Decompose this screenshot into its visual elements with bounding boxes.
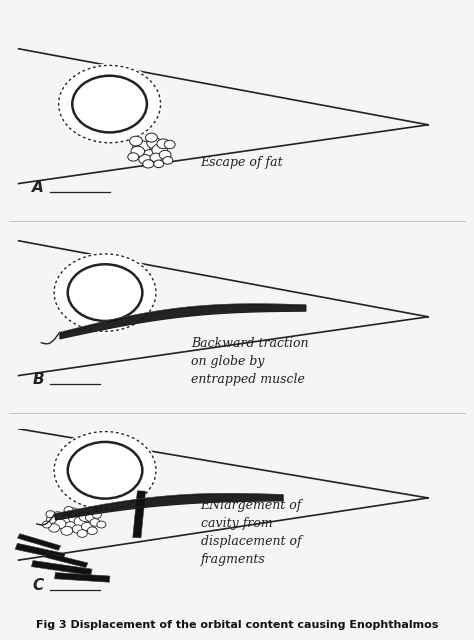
Circle shape [129, 136, 142, 146]
Circle shape [152, 144, 167, 156]
Circle shape [49, 524, 60, 532]
Circle shape [42, 521, 51, 528]
Polygon shape [18, 534, 61, 550]
Polygon shape [133, 491, 146, 538]
Circle shape [159, 150, 171, 159]
Circle shape [128, 153, 139, 161]
Circle shape [143, 150, 156, 160]
Circle shape [56, 515, 72, 526]
Circle shape [56, 63, 163, 145]
Circle shape [69, 513, 82, 524]
Polygon shape [45, 553, 88, 568]
Circle shape [164, 140, 175, 148]
Circle shape [157, 139, 170, 148]
Circle shape [53, 519, 66, 529]
Circle shape [52, 430, 158, 511]
Text: Fig 3 Displacement of the orbital content causing Enophthalmos: Fig 3 Displacement of the orbital conten… [36, 620, 438, 630]
Text: B: B [32, 372, 44, 387]
Circle shape [131, 146, 145, 157]
Circle shape [143, 160, 154, 168]
Circle shape [154, 160, 164, 168]
Circle shape [163, 157, 173, 164]
Polygon shape [31, 561, 92, 575]
Circle shape [79, 513, 91, 522]
Circle shape [61, 526, 73, 535]
Text: Escape of fat: Escape of fat [201, 156, 283, 170]
Circle shape [46, 511, 55, 518]
Circle shape [82, 522, 92, 531]
Polygon shape [15, 543, 65, 559]
Circle shape [87, 527, 97, 534]
Polygon shape [55, 573, 110, 582]
Circle shape [64, 522, 77, 531]
Circle shape [52, 512, 64, 521]
Circle shape [146, 133, 157, 142]
Circle shape [68, 508, 79, 516]
Circle shape [72, 525, 83, 533]
Circle shape [77, 530, 87, 538]
Circle shape [133, 141, 150, 154]
Circle shape [139, 154, 152, 164]
Circle shape [92, 511, 101, 518]
Text: ENlargement of
cavity from
displacement of
fragments: ENlargement of cavity from displacement … [201, 499, 302, 566]
Circle shape [97, 521, 106, 528]
Circle shape [150, 153, 162, 162]
Text: C: C [32, 577, 44, 593]
Circle shape [85, 514, 95, 522]
Text: Backward traction
on globe by
entrapped muscle: Backward traction on globe by entrapped … [191, 337, 309, 386]
Circle shape [90, 518, 100, 526]
Circle shape [46, 516, 56, 524]
Text: A: A [32, 180, 44, 195]
Circle shape [147, 138, 162, 148]
Circle shape [64, 507, 73, 513]
Circle shape [74, 516, 89, 527]
Circle shape [52, 252, 158, 333]
